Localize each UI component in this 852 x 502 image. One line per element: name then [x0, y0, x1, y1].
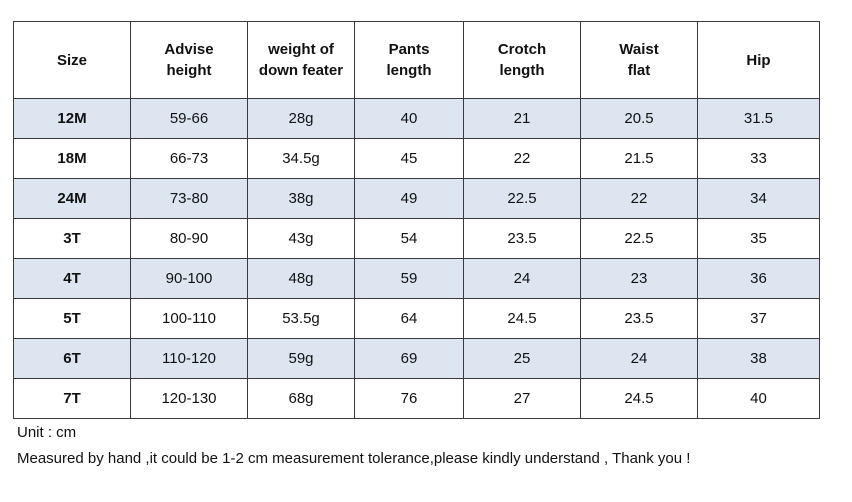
table-cell: 49	[354, 178, 464, 219]
table-body: 12M 59-66 28g 40 21 20.5 31.5 18M 66-73 34.5g 45 22…	[13, 98, 820, 419]
table-cell: 69	[354, 338, 464, 379]
table-row: 4T 90-100 48g 59 24 23 36	[13, 258, 820, 299]
table-header: Size Advise height weight of down feater Pant…	[13, 21, 820, 99]
size-chart-table: Size Advise height weight of down feater Pant…	[13, 21, 820, 419]
table-cell: 27	[463, 378, 581, 419]
table-cell: 20.5	[580, 98, 698, 139]
table-cell: 66-73	[130, 138, 248, 179]
table-cell: 31.5	[697, 98, 820, 139]
header-down-weight: weight of down feater	[247, 21, 355, 99]
size-cell: 18M	[13, 138, 131, 179]
table-row: 18M 66-73 34.5g 45 22 21.5 33	[13, 138, 820, 179]
table-cell: 40	[354, 98, 464, 139]
table-cell: 43g	[247, 218, 355, 259]
table-row: 6T 110-120 59g 69 25 24 38	[13, 338, 820, 379]
header-text-line: Advise	[164, 41, 214, 58]
size-cell: 5T	[13, 298, 131, 339]
header-waist-flat: Waist flat	[580, 21, 698, 99]
header-text-line: height	[166, 62, 212, 79]
table-cell: 40	[697, 378, 820, 419]
table-cell: 24	[463, 258, 581, 299]
table-cell: 73-80	[130, 178, 248, 219]
table-row: 24M 73-80 38g 49 22.5 22 34	[13, 178, 820, 219]
table-cell: 53.5g	[247, 298, 355, 339]
table-row: 12M 59-66 28g 40 21 20.5 31.5	[13, 98, 820, 139]
header-text-line: Hip	[746, 51, 771, 69]
table-cell: 100-110	[130, 298, 248, 339]
table-cell: 28g	[247, 98, 355, 139]
size-cell: 3T	[13, 218, 131, 259]
table-cell: 59	[354, 258, 464, 299]
table-cell: 22.5	[580, 218, 698, 259]
size-cell: 7T	[13, 378, 131, 419]
table-cell: 110-120	[130, 338, 248, 379]
table-cell: 24	[580, 338, 698, 379]
header-text-line: Pants	[388, 41, 430, 58]
table-cell: 23.5	[580, 298, 698, 339]
table-cell: 54	[354, 218, 464, 259]
table-cell: 59-66	[130, 98, 248, 139]
table-cell: 90-100	[130, 258, 248, 299]
table-cell: 34	[697, 178, 820, 219]
size-cell: 24M	[13, 178, 131, 219]
table-cell: 21.5	[580, 138, 698, 179]
table-row: 7T 120-130 68g 76 27 24.5 40	[13, 378, 820, 419]
header-text-line: Waist	[619, 41, 659, 58]
table-cell: 22	[580, 178, 698, 219]
table-row: 5T 100-110 53.5g 64 24.5 23.5 37	[13, 298, 820, 339]
table-cell: 25	[463, 338, 581, 379]
header-hip: Hip	[697, 21, 820, 99]
table-cell: 22	[463, 138, 581, 179]
size-cell: 4T	[13, 258, 131, 299]
header-advise-height: Advise height	[130, 21, 248, 99]
header-text-line: length	[499, 62, 545, 79]
header-text-line: Size	[56, 51, 87, 69]
table-cell: 45	[354, 138, 464, 179]
size-cell: 6T	[13, 338, 131, 379]
table-cell: 76	[354, 378, 464, 419]
table-cell: 33	[697, 138, 820, 179]
table-cell: 38g	[247, 178, 355, 219]
table-cell: 34.5g	[247, 138, 355, 179]
table-cell: 35	[697, 218, 820, 259]
table-cell: 120-130	[130, 378, 248, 419]
header-row: Size Advise height weight of down feater Pant…	[13, 21, 820, 99]
unit-note: Unit : cm	[17, 424, 77, 441]
header-text-line: down feater	[258, 62, 344, 79]
header-text-line: flat	[627, 62, 651, 79]
table-cell: 68g	[247, 378, 355, 419]
table-cell: 23	[580, 258, 698, 299]
table-row: 3T 80-90 43g 54 23.5 22.5 35	[13, 218, 820, 259]
table-cell: 59g	[247, 338, 355, 379]
size-cell: 12M	[13, 98, 131, 139]
table-cell: 36	[697, 258, 820, 299]
table-cell: 80-90	[130, 218, 248, 259]
table-cell: 37	[697, 298, 820, 339]
header-text-line: Crotch	[497, 41, 547, 58]
table-cell: 48g	[247, 258, 355, 299]
table-cell: 24.5	[580, 378, 698, 419]
table-cell: 24.5	[463, 298, 581, 339]
header-size: Size	[13, 21, 131, 99]
table-cell: 64	[354, 298, 464, 339]
header-pants-length: Pants length	[354, 21, 464, 99]
table-cell: 23.5	[463, 218, 581, 259]
table-cell: 22.5	[463, 178, 581, 219]
header-text-line: weight of	[268, 41, 334, 58]
header-text-line: length	[386, 62, 432, 79]
table-cell: 38	[697, 338, 820, 379]
table-cell: 21	[463, 98, 581, 139]
measurement-note: Measured by hand ,it could be 1-2 cm mea…	[17, 450, 691, 467]
header-crotch-length: Crotch length	[463, 21, 581, 99]
